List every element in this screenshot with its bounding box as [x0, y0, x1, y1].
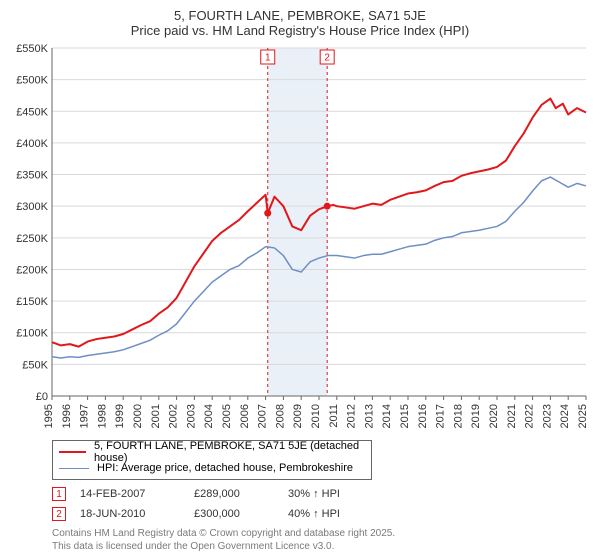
- svg-text:2003: 2003: [185, 404, 197, 428]
- svg-text:2022: 2022: [524, 404, 536, 428]
- svg-text:£450K: £450K: [16, 106, 48, 118]
- svg-text:1996: 1996: [61, 404, 73, 428]
- sales-table: 1 14-FEB-2007 £289,000 30% ↑ HPI 2 18-JUN-201…: [52, 484, 592, 524]
- chart-plot: £0 £50K £100K £150K £200K £250K £300K £350K £400…: [8, 44, 592, 436]
- svg-text:2000: 2000: [132, 404, 144, 428]
- svg-text:2011: 2011: [328, 404, 340, 428]
- sale-relation: 30% ↑ HPI: [288, 488, 368, 500]
- chart-title-line2: Price paid vs. HM Land Registry's House …: [8, 23, 592, 38]
- svg-text:£400K: £400K: [16, 138, 48, 150]
- svg-text:2013: 2013: [363, 404, 375, 428]
- legend-label: 5, FOURTH LANE, PEMBROKE, SA71 5JE (deta…: [94, 440, 365, 464]
- footer-line2: This data is licensed under the Open Gov…: [52, 541, 592, 554]
- svg-text:2008: 2008: [274, 404, 286, 428]
- svg-text:2021: 2021: [506, 404, 518, 428]
- svg-text:2009: 2009: [292, 404, 304, 428]
- sale-row: 2 18-JUN-2010 £300,000 40% ↑ HPI: [52, 504, 592, 524]
- footer-line1: Contains HM Land Registry data © Crown c…: [52, 528, 592, 541]
- legend-label: HPI: Average price, detached house, Pemb…: [97, 462, 353, 474]
- sale-date: 14-FEB-2007: [80, 488, 180, 500]
- svg-text:£300K: £300K: [16, 201, 48, 213]
- svg-text:1999: 1999: [114, 404, 126, 428]
- svg-text:2001: 2001: [150, 404, 162, 428]
- svg-text:2006: 2006: [239, 404, 251, 428]
- sale-relation: 40% ↑ HPI: [288, 508, 368, 520]
- svg-text:2016: 2016: [417, 404, 429, 428]
- sale-date: 18-JUN-2010: [80, 508, 180, 520]
- sale-marker: 2: [52, 507, 66, 521]
- svg-text:1998: 1998: [96, 404, 108, 428]
- svg-text:2019: 2019: [470, 404, 482, 428]
- legend: 5, FOURTH LANE, PEMBROKE, SA71 5JE (deta…: [52, 440, 372, 480]
- chart-title-line1: 5, FOURTH LANE, PEMBROKE, SA71 5JE: [8, 8, 592, 23]
- legend-swatch: [59, 468, 89, 469]
- svg-text:2020: 2020: [488, 404, 500, 428]
- sale-price: £289,000: [194, 488, 274, 500]
- svg-text:2015: 2015: [399, 404, 411, 428]
- svg-text:£0: £0: [36, 391, 48, 403]
- legend-item: HPI: Average price, detached house, Pemb…: [59, 460, 365, 476]
- svg-text:2: 2: [324, 53, 330, 64]
- svg-text:2017: 2017: [435, 404, 447, 428]
- svg-text:1997: 1997: [79, 404, 91, 428]
- svg-text:2002: 2002: [168, 404, 180, 428]
- sale-price: £300,000: [194, 508, 274, 520]
- svg-text:2025: 2025: [577, 404, 589, 428]
- svg-text:1: 1: [265, 53, 271, 64]
- svg-text:2004: 2004: [203, 404, 215, 428]
- svg-text:2014: 2014: [381, 404, 393, 428]
- footer-attribution: Contains HM Land Registry data © Crown c…: [52, 528, 592, 553]
- svg-text:2023: 2023: [541, 404, 553, 428]
- svg-text:2018: 2018: [452, 404, 464, 428]
- svg-text:1995: 1995: [43, 404, 55, 428]
- svg-text:£150K: £150K: [16, 296, 48, 308]
- svg-text:£200K: £200K: [16, 264, 48, 276]
- sale-row: 1 14-FEB-2007 £289,000 30% ↑ HPI: [52, 484, 592, 504]
- svg-text:2010: 2010: [310, 404, 322, 428]
- svg-text:2005: 2005: [221, 404, 233, 428]
- svg-text:2024: 2024: [559, 404, 571, 428]
- sale-marker: 1: [52, 487, 66, 501]
- svg-text:2012: 2012: [346, 404, 358, 428]
- svg-text:£550K: £550K: [16, 44, 48, 55]
- legend-item: 5, FOURTH LANE, PEMBROKE, SA71 5JE (deta…: [59, 444, 365, 460]
- svg-text:£250K: £250K: [16, 233, 48, 245]
- svg-text:£350K: £350K: [16, 170, 48, 182]
- svg-text:2007: 2007: [257, 404, 269, 428]
- svg-text:£500K: £500K: [16, 75, 48, 87]
- svg-text:£100K: £100K: [16, 328, 48, 340]
- svg-text:£50K: £50K: [22, 359, 48, 371]
- legend-swatch: [59, 451, 86, 453]
